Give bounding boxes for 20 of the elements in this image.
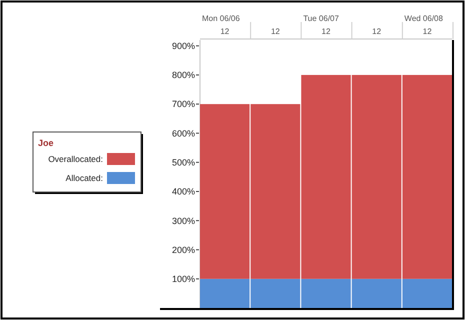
text: Wed 06/08 (404, 14, 444, 23)
y-tick-label: 700% (172, 99, 195, 110)
y-tick-label: 400% (172, 186, 195, 197)
legend-label: Allocated: (66, 173, 103, 183)
y-tick-label: 900% (172, 40, 195, 51)
x-tick-label: 12 (270, 27, 280, 36)
x-tick-label: 12 (220, 27, 230, 36)
y-tick-label: 200% (172, 244, 195, 255)
y-tick-label: 500% (172, 158, 195, 168)
legend-label: Overallocated: (48, 154, 103, 164)
x-tick-label: 12 (322, 27, 331, 36)
y-tick-label: 300% (172, 216, 195, 226)
y-tick-label: 600% (172, 128, 195, 138)
text: Tue 06/07 (303, 14, 340, 23)
text: Mon 06/06 (202, 14, 240, 23)
x-tick-label: 12 (372, 27, 382, 36)
y-tick-label: 800% (172, 70, 195, 80)
legend-title: Joe (38, 138, 54, 148)
y-tick-label: 100% (172, 274, 195, 284)
x-tick-label: 12 (422, 27, 432, 36)
